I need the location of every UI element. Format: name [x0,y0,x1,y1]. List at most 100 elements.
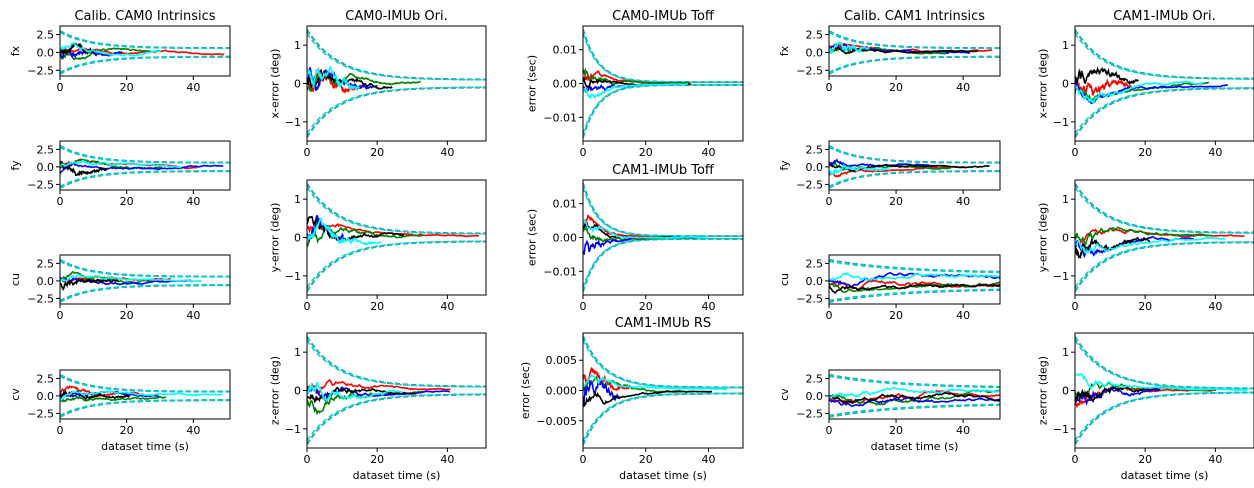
subplot-c2_r1: −0.01 0.00 0.01 0 20 40 CAM1-IMUb Toff error (s… [526,163,744,313]
plot-area [307,336,486,445]
subplot-title: Calib. CAM0 Intrinsics [74,9,215,24]
axes-frame [59,25,231,77]
bound-line [829,170,1000,188]
x-tick-label: 40 [1208,146,1222,159]
x-tick-label: 0 [1072,146,1079,159]
y-tick-label: 0 [294,232,301,245]
y-tick-label: 0 [1062,78,1069,91]
y-tick-label: 2.5 [806,29,824,42]
x-tick-label: 0 [57,424,64,437]
y-tick-label: 0.0 [806,275,824,288]
series-line [307,380,403,403]
bound-line [60,259,230,278]
y-tick-label: −1 [1053,423,1069,436]
x-tick-label: 40 [701,146,715,159]
bound-line [583,29,743,83]
bound-line [60,399,230,418]
y-tick-label: −2.5 [27,64,54,77]
series-line [829,391,1000,405]
bound-line [60,30,230,49]
bound-line [583,238,743,289]
y-tick-label: 2.5 [806,257,824,270]
series-line [307,68,393,90]
bound-line [60,374,230,393]
series-line [583,218,708,239]
bound-line [60,145,230,164]
y-tick-label: 1 [1062,346,1069,359]
series-line [829,41,870,55]
series-line [307,64,360,91]
x-tick-label: 40 [186,81,200,94]
x-tick-label: 40 [956,309,970,322]
y-axis-label: error (sec) [526,55,539,112]
x-tick-label: 0 [580,300,587,313]
bound-line [60,56,230,75]
bound-line [307,187,486,235]
y-tick-label: 1 [294,193,301,206]
bound-line [829,259,1000,273]
y-tick-label: 0.005 [546,354,578,367]
y-tick-label: 0.01 [553,198,578,211]
bound-line [583,183,743,237]
series-line [60,162,224,174]
y-axis-label: y-error (deg) [268,203,281,273]
series-line [60,160,108,177]
y-axis-label: error (sec) [526,209,539,266]
series-line [60,42,97,58]
x-tick-label: 20 [120,81,134,94]
y-tick-label: −2.5 [27,407,54,420]
series-line [1075,373,1248,392]
y-axis-label: cv [778,388,791,401]
y-tick-label: −1 [285,423,301,436]
bound-line [829,55,1000,74]
plot-area [60,374,230,418]
y-tick-label: −0.01 [543,111,577,124]
plot-area [583,29,743,138]
x-tick-label: 20 [120,195,134,208]
bound-line [60,30,230,49]
series-line [60,274,202,283]
subplot-c2_r2: −0.005 0.000 0.005 0 20 40 CAM1-IMUb RS error (… [519,316,744,482]
bound-line [1075,391,1254,445]
series-line [1075,226,1211,246]
bound-line [829,374,1000,388]
plot-area [60,145,230,189]
bound-line [307,33,486,81]
x-axis-label: dataset time (s) [1121,469,1209,482]
axes-frame [828,140,1001,191]
bound-line [1075,29,1254,80]
x-tick-label: 0 [826,81,833,94]
x-tick-label: 0 [304,453,311,466]
x-tick-label: 20 [889,195,903,208]
series-line [583,373,727,391]
y-tick-label: −2.5 [27,178,54,191]
x-tick-label: 20 [1138,300,1152,313]
bound-line [307,240,486,292]
bound-line [1075,187,1254,234]
y-tick-label: 2.5 [806,372,824,385]
y-axis-label: error (sec) [519,362,532,419]
y-axis-label: cu [9,273,22,286]
series-line [1075,77,1133,96]
bound-line [1075,391,1254,445]
plot-area [1075,336,1254,445]
bound-line [829,56,1000,75]
bound-line [307,336,486,388]
series-line [60,47,161,61]
y-axis-label: x-error (deg) [268,49,281,119]
y-tick-label: 0.0 [806,46,824,59]
bound-line [1075,336,1254,390]
bound-line [829,259,1000,273]
bound-line [307,240,486,292]
x-tick-label: 0 [580,146,587,159]
x-tick-label: 0 [826,195,833,208]
bound-line [583,238,743,292]
bound-line [829,170,1000,189]
y-tick-label: 0.0 [37,275,55,288]
subplot-title: CAM0-IMUb Ori. [345,9,447,24]
y-axis-label: y-error (deg) [1036,203,1049,273]
